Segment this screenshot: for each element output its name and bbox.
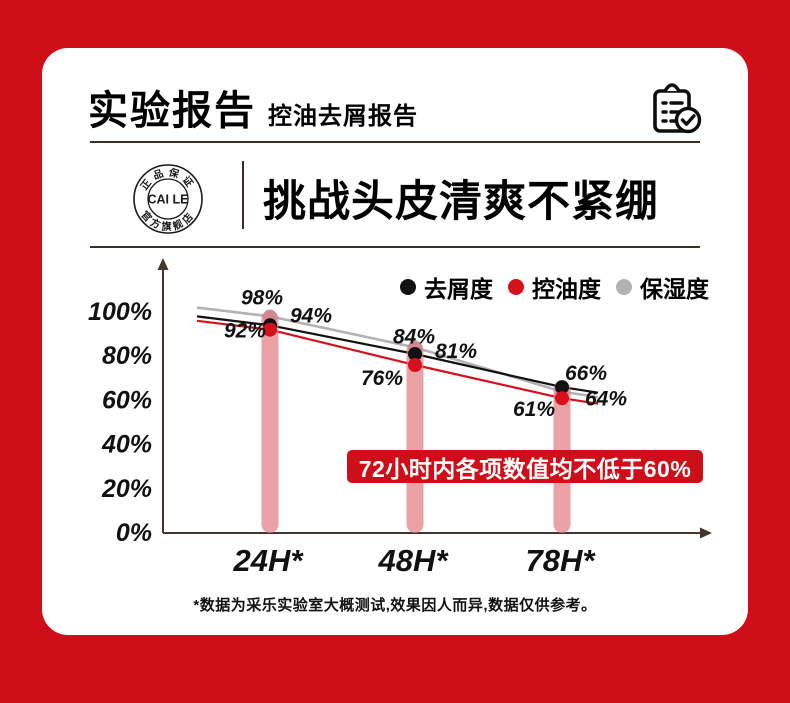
y-tick-label: 100% <box>88 298 152 326</box>
legend-label: 去屑度 <box>424 276 493 302</box>
page-title: 实验报告 <box>88 89 256 133</box>
brand-stamp: 正品保证 官方旗舰店 CAI LE <box>127 158 209 245</box>
black-dot-icon <box>400 279 416 295</box>
stamp-center-text: CAI LE <box>148 193 189 207</box>
header-divider <box>90 141 700 143</box>
callout-badge: 72小时内各项数值均不低于60% <box>347 450 703 483</box>
value-label: 61% <box>513 398 555 421</box>
chart-legend: 去屑度 控油度 保湿度 <box>400 270 709 304</box>
x-category-label: 48H* <box>378 543 450 578</box>
value-label: 92% <box>224 320 266 343</box>
vertical-divider <box>242 161 244 229</box>
y-tick-label: 20% <box>101 475 152 503</box>
value-label: 81% <box>435 340 477 363</box>
legend-label: 控油度 <box>532 276 601 302</box>
content-panel: 实验报告 控油去屑报告 <box>42 48 748 635</box>
legend-item-moisture: 保湿度 <box>616 270 709 304</box>
header: 实验报告 控油去屑报告 <box>88 78 418 136</box>
legend-item-oil-control: 控油度 <box>508 270 601 304</box>
value-label: 76% <box>361 367 403 390</box>
legend-label: 保湿度 <box>640 276 709 302</box>
value-label: 94% <box>290 304 332 327</box>
line-chart: 100% 80% 60% 40% 20% 0% 94% 81% 66% 92% 76% 61% 98% 8… <box>88 258 712 578</box>
section-divider <box>90 246 700 248</box>
legend-item-dandruff: 去屑度 <box>400 270 493 304</box>
y-tick-label: 40% <box>101 431 152 459</box>
data-point <box>555 391 569 406</box>
value-label: 66% <box>565 362 607 385</box>
value-label: 98% <box>241 286 283 309</box>
y-tick-label: 60% <box>102 386 152 414</box>
value-label: 84% <box>393 325 435 348</box>
data-point <box>408 347 422 361</box>
value-label: 64% <box>585 388 627 411</box>
footnote: *数据为采乐实验室大概测试,效果因人而异,数据仅供参考。 <box>193 597 597 614</box>
gray-dot-icon <box>616 279 632 295</box>
x-category-label: 24H* <box>233 543 305 578</box>
data-point <box>263 322 277 337</box>
red-dot-icon <box>508 279 524 295</box>
clipboard-check-icon <box>646 80 704 145</box>
page-subtitle: 控油去屑报告 <box>268 103 418 130</box>
data-point <box>555 380 569 395</box>
x-axis-arrow-icon <box>700 527 712 539</box>
highlight-bar <box>406 341 424 533</box>
data-point <box>408 358 422 372</box>
highlight-bar <box>261 310 279 533</box>
y-tick-label: 0% <box>116 519 152 547</box>
x-category-label: 78H* <box>526 543 597 578</box>
section-title: 挑战头皮清爽不紧绷 <box>263 178 659 226</box>
y-axis-arrow-icon <box>157 258 169 270</box>
y-tick-label: 80% <box>102 342 152 370</box>
